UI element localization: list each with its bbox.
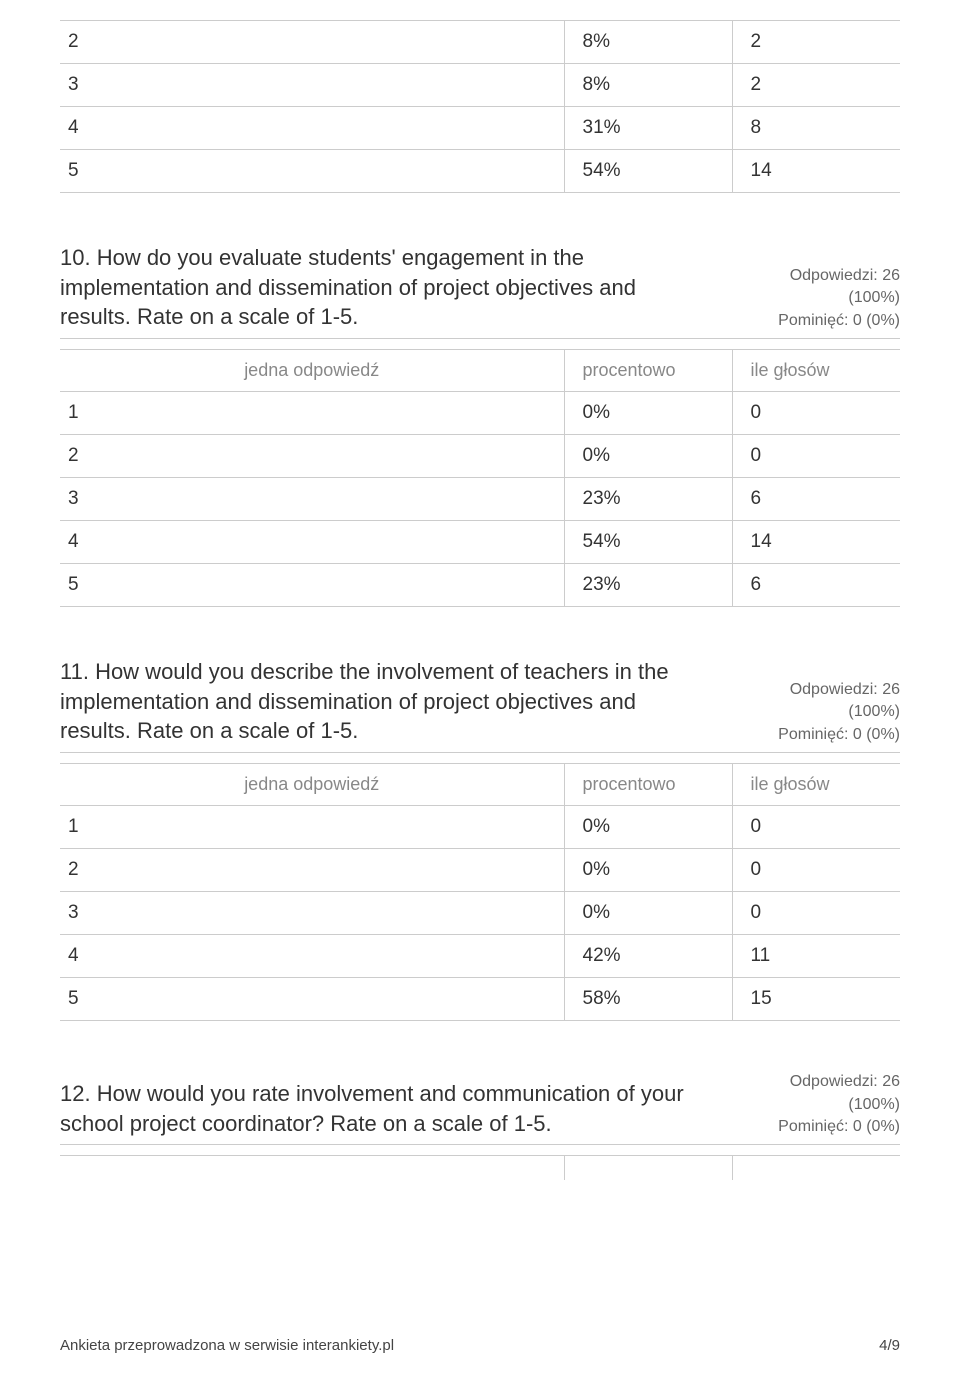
table-row: 5 58% 15 [60,978,900,1021]
table-row: 5 23% 6 [60,564,900,607]
row-label: 2 [60,21,564,64]
question-10-table: jedna odpowiedź procentowo ile głosów 1 … [60,349,900,607]
row-count: 14 [732,150,900,193]
stub-cell [732,1156,900,1180]
row-count: 0 [732,806,900,849]
header-percent: procentowo [564,350,732,392]
row-count: 14 [732,521,900,564]
question-10-text: 10. How do you evaluate students' engage… [60,243,710,332]
row-percent: 8% [564,64,732,107]
table-header-row: jedna odpowiedź procentowo ile głosów [60,350,900,392]
question-12-table-stub [60,1155,900,1180]
row-count: 0 [732,849,900,892]
footer-page-number: 4/9 [879,1337,900,1354]
stub-cell [564,1156,732,1180]
row-percent: 42% [564,935,732,978]
responses-label: Odpowiedzi: 26 [790,1073,900,1090]
top-partial-table: 2 8% 2 3 8% 2 4 31% 8 5 54% 14 [60,20,900,193]
row-label: 3 [60,64,564,107]
table-row: 2 8% 2 [60,21,900,64]
row-count: 6 [732,478,900,521]
table-row: 3 23% 6 [60,478,900,521]
row-percent: 58% [564,978,732,1021]
row-count: 0 [732,392,900,435]
page-footer: Ankieta przeprowadzona w serwisie intera… [60,1327,900,1354]
table-row: 2 0% 0 [60,849,900,892]
row-percent: 0% [564,892,732,935]
skipped-label: Pominięć: 0 (0%) [778,1118,900,1135]
header-count: ile głosów [732,764,900,806]
row-percent: 0% [564,849,732,892]
row-count: 8 [732,107,900,150]
row-label: 4 [60,521,564,564]
question-11-table: jedna odpowiedź procentowo ile głosów 1 … [60,763,900,1021]
question-10-block: 10. How do you evaluate students' engage… [60,243,900,339]
table-row: 4 42% 11 [60,935,900,978]
question-11-meta: Odpowiedzi: 26 (100%) Pominięć: 0 (0%) [710,679,900,746]
table-row: 5 54% 14 [60,150,900,193]
table-row: 3 0% 0 [60,892,900,935]
question-12-text: 12. How would you rate involvement and c… [60,1079,710,1138]
row-percent: 0% [564,435,732,478]
responses-label: Odpowiedzi: 26 [790,267,900,284]
header-percent: procentowo [564,764,732,806]
row-label: 2 [60,435,564,478]
skipped-label: Pominięć: 0 (0%) [778,726,900,743]
row-label: 3 [60,478,564,521]
row-label: 1 [60,392,564,435]
row-count: 2 [732,21,900,64]
header-count: ile głosów [732,350,900,392]
table-row: 4 31% 8 [60,107,900,150]
page-container: 2 8% 2 3 8% 2 4 31% 8 5 54% 14 1 [0,0,960,1384]
header-answer: jedna odpowiedź [60,764,564,806]
table-row-stub [60,1156,900,1180]
row-label: 5 [60,978,564,1021]
row-percent: 31% [564,107,732,150]
table-row: 2 0% 0 [60,435,900,478]
row-label: 4 [60,935,564,978]
row-percent: 23% [564,478,732,521]
row-percent: 0% [564,392,732,435]
table-header-row: jedna odpowiedź procentowo ile głosów [60,764,900,806]
row-count: 11 [732,935,900,978]
responses-pct: (100%) [848,289,900,306]
footer-source: Ankieta przeprowadzona w serwisie intera… [60,1337,394,1354]
row-percent: 54% [564,521,732,564]
row-count: 0 [732,435,900,478]
question-10-header: 10. How do you evaluate students' engage… [60,243,900,339]
question-12-header: 12. How would you rate involvement and c… [60,1071,900,1145]
question-11-block: 11. How would you describe the involveme… [60,657,900,753]
responses-pct: (100%) [848,1096,900,1113]
table-row: 4 54% 14 [60,521,900,564]
row-label: 5 [60,150,564,193]
row-label: 3 [60,892,564,935]
question-12-meta: Odpowiedzi: 26 (100%) Pominięć: 0 (0%) [710,1071,900,1138]
responses-pct: (100%) [848,703,900,720]
row-percent: 54% [564,150,732,193]
table-row: 3 8% 2 [60,64,900,107]
row-count: 2 [732,64,900,107]
content-area: 2 8% 2 3 8% 2 4 31% 8 5 54% 14 1 [60,20,900,1327]
row-label: 5 [60,564,564,607]
row-percent: 8% [564,21,732,64]
question-11-text: 11. How would you describe the involveme… [60,657,710,746]
row-count: 0 [732,892,900,935]
responses-label: Odpowiedzi: 26 [790,681,900,698]
skipped-label: Pominięć: 0 (0%) [778,312,900,329]
row-percent: 0% [564,806,732,849]
table-row: 1 0% 0 [60,806,900,849]
row-percent: 23% [564,564,732,607]
row-count: 15 [732,978,900,1021]
row-label: 2 [60,849,564,892]
question-11-header: 11. How would you describe the involveme… [60,657,900,753]
header-answer: jedna odpowiedź [60,350,564,392]
row-label: 1 [60,806,564,849]
question-10-meta: Odpowiedzi: 26 (100%) Pominięć: 0 (0%) [710,265,900,332]
table-row: 1 0% 0 [60,392,900,435]
question-12-block: 12. How would you rate involvement and c… [60,1071,900,1145]
stub-cell [60,1156,564,1180]
row-label: 4 [60,107,564,150]
row-count: 6 [732,564,900,607]
